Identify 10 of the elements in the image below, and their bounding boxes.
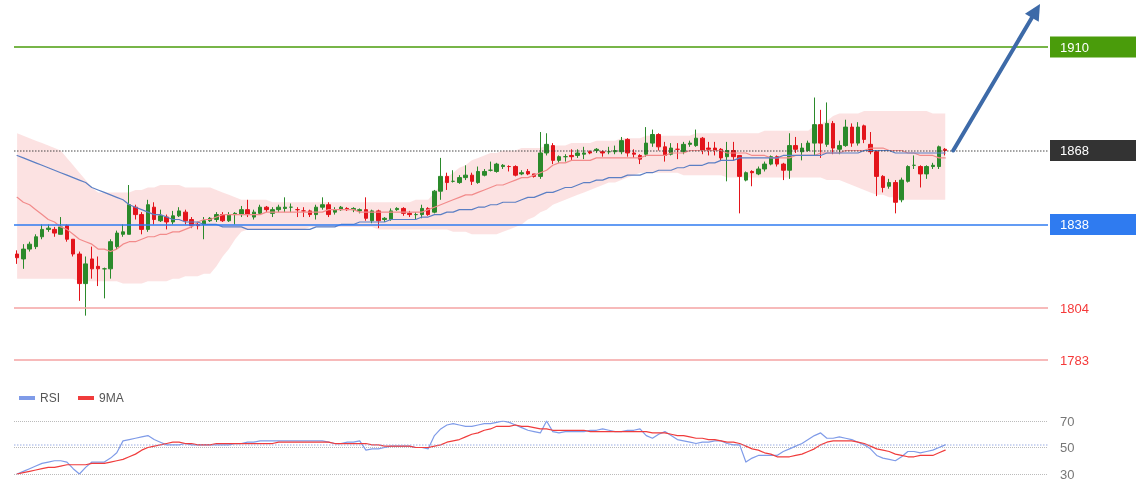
y-tick-label: 50 — [1060, 440, 1075, 455]
y-tick-label: 1783 — [1060, 352, 1089, 368]
y-tick-label: 1868 — [1060, 143, 1089, 159]
y-tick-label: 30 — [1060, 466, 1075, 482]
y-tick-label: 70 — [1060, 413, 1075, 429]
y-tick-label: 1838 — [1060, 216, 1089, 232]
y-tick-label: 1910 — [1060, 39, 1089, 55]
legend-label: RSI — [40, 391, 61, 405]
y-tick-label: 1804 — [1060, 300, 1089, 316]
legend-label: 9MA — [99, 391, 124, 405]
